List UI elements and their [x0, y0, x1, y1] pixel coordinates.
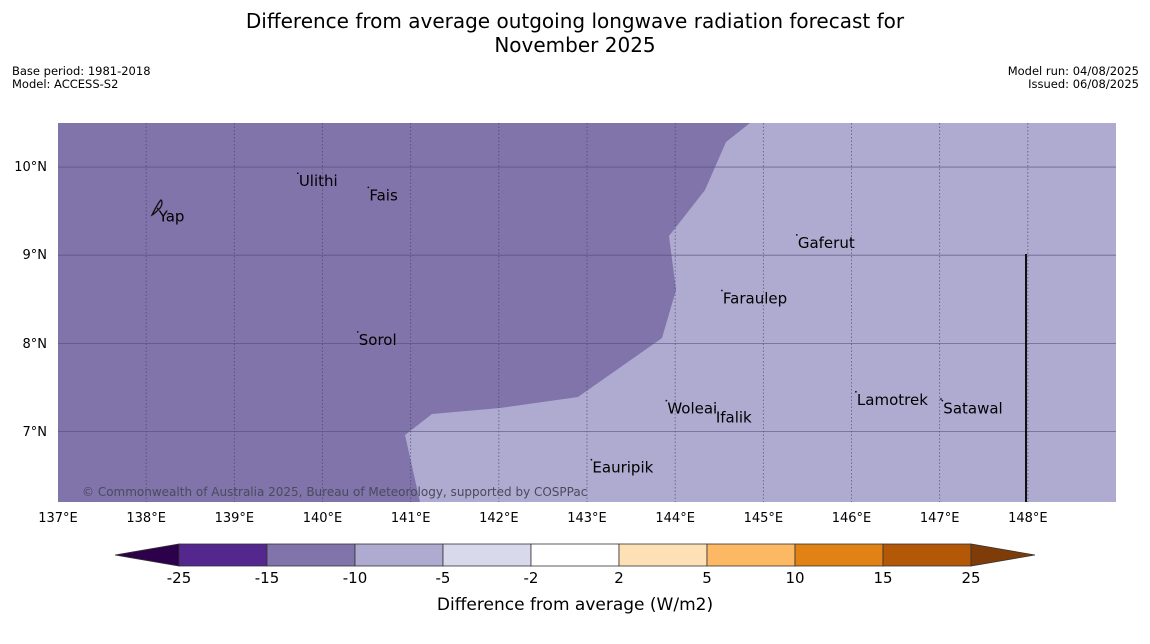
island-dot — [713, 408, 716, 411]
colorbar-under-arrow — [114, 543, 180, 567]
colorbar-swatch — [618, 543, 708, 567]
place-label: Ulithi — [299, 172, 338, 190]
lat-label: 8°N — [23, 337, 48, 352]
lat-label: 7°N — [23, 425, 48, 440]
place-label: Faraulep — [723, 289, 787, 307]
map-area — [58, 123, 1116, 502]
lon-label: 147°E — [920, 511, 960, 526]
colorbar-swatch — [442, 543, 532, 567]
island-dot — [720, 289, 723, 292]
lon-label: 138°E — [126, 511, 166, 526]
latitude-labels: 10°N 9°N 8°N 7°N — [14, 160, 47, 440]
lon-label: 137°E — [38, 511, 78, 526]
colorbar-tick-label: -10 — [343, 569, 368, 587]
issued-date: Issued: 06/08/2025 — [1028, 77, 1139, 91]
colorbar-swatch — [530, 543, 620, 567]
lon-label: 143°E — [567, 511, 607, 526]
lon-label: 148°E — [1008, 511, 1048, 526]
lat-label: 10°N — [14, 160, 47, 175]
longitude-labels: 137°E 138°E 139°E 140°E 141°E 142°E 143°E 144°E… — [38, 511, 1047, 526]
place-label: Woleai — [667, 400, 717, 418]
colorbar-over-arrow — [970, 543, 1036, 567]
title-line-1: Difference from average outgoing longwav… — [245, 9, 905, 33]
island-dot — [940, 398, 942, 400]
colorbar-swatch — [882, 543, 972, 567]
yap-island-icon — [150, 199, 163, 217]
title-line-2: November 2025 — [494, 33, 656, 57]
place-label: Sorol — [359, 331, 397, 349]
colorbar-tick-label: 5 — [702, 569, 712, 587]
colorbar-swatch — [794, 543, 884, 567]
colorbar-swatch — [266, 543, 356, 567]
place-label: Fais — [369, 186, 398, 204]
island-dot — [941, 399, 944, 402]
lon-label: 141°E — [391, 511, 431, 526]
lon-label: 139°E — [215, 511, 255, 526]
place-label: Ifalik — [716, 408, 752, 426]
lon-label: 145°E — [744, 511, 784, 526]
place-label: Gaferut — [798, 234, 855, 252]
lon-label: 142°E — [479, 511, 519, 526]
meta-right: Model run: 04/08/2025 Issued: 06/08/2025 — [1008, 65, 1139, 91]
place-label: Yap — [158, 207, 185, 225]
colorbar-swatch — [354, 543, 444, 567]
colorbar-title: Difference from average (W/m2) — [437, 595, 713, 615]
base-period: Base period: 1981-2018 — [12, 64, 151, 78]
colorbar-tick-label: 10 — [785, 569, 804, 587]
lon-label: 140°E — [303, 511, 343, 526]
island-dot — [367, 186, 370, 189]
colorbar-swatch — [706, 543, 796, 567]
colorbar-tick-label: 25 — [961, 569, 980, 587]
island-dot — [356, 330, 359, 333]
lat-label: 9°N — [23, 248, 48, 263]
colorbar-tick-label: -15 — [255, 569, 280, 587]
region-west — [58, 123, 750, 502]
place-label: Eauripik — [592, 459, 653, 477]
colorbar-tick-label: -2 — [524, 569, 539, 587]
place-labels: Ulithi Fais Yap Gaferut Faraulep Sorol Lamotre… — [156, 172, 1003, 477]
colorbar-tick-label: 15 — [873, 569, 892, 587]
colorbar-tick-label: 2 — [614, 569, 624, 587]
model-name: Model: ACCESS-S2 — [12, 77, 119, 91]
colorbar-tick-label: -5 — [436, 569, 451, 587]
island-dot — [665, 399, 668, 402]
island-dot — [590, 458, 593, 461]
lon-label: 146°E — [832, 511, 872, 526]
colorbar-tick-label: -25 — [167, 569, 192, 587]
copyright-notice: © Commonwealth of Australia 2025, Bureau… — [82, 485, 587, 499]
place-label: Lamotrek — [857, 391, 928, 409]
island-dot — [795, 234, 798, 236]
place-label: Satawal — [943, 400, 1002, 418]
meta-left: Base period: 1981-2018 Model: ACCESS-S2 — [12, 65, 151, 91]
colorbar: -25 -15 -10 -5 -2 2 5 10 15 25 — [114, 543, 1036, 587]
lon-label: 144°E — [655, 511, 695, 526]
chart-title: Difference from average outgoing longwav… — [0, 9, 1150, 57]
model-run: Model run: 04/08/2025 — [1007, 64, 1139, 78]
colorbar-swatch — [178, 543, 268, 567]
island-dot — [156, 207, 159, 210]
island-dot — [855, 390, 857, 393]
graticule — [58, 123, 1116, 502]
island-dot — [296, 172, 299, 175]
